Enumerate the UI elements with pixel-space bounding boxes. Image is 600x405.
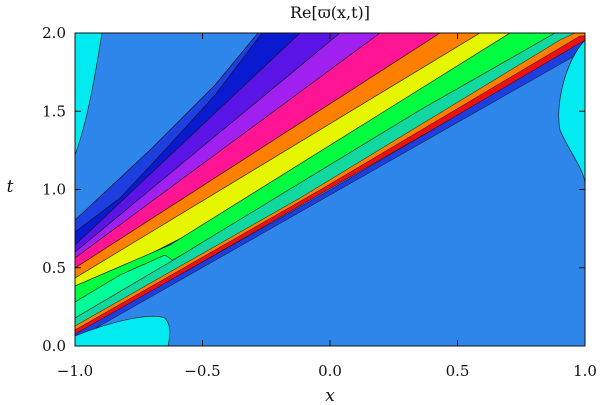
y-tick-label: 0.5 bbox=[42, 259, 66, 277]
contour-region-cyan-right bbox=[558, 39, 585, 186]
y-axis: 0.0 0.5 1.0 1.5 2.0 bbox=[42, 24, 585, 355]
x-axis-label: x bbox=[325, 386, 335, 405]
y-tick-label: 2.0 bbox=[42, 24, 66, 42]
y-tick-label: 0.0 bbox=[42, 337, 66, 355]
contour-region-band-red-thin bbox=[75, 35, 585, 336]
x-tick-label: 0.0 bbox=[318, 362, 342, 380]
contour-field bbox=[75, 33, 585, 346]
contour-region-band-blue-thin bbox=[75, 39, 585, 341]
contour-region-cyan-top-left bbox=[75, 33, 103, 156]
x-tick-label: 0.5 bbox=[446, 362, 470, 380]
x-tick-label: 1.0 bbox=[573, 362, 597, 380]
contour-region-cyan-bottom-left bbox=[75, 315, 171, 346]
x-axis: −1.0 −0.5 0.0 0.5 1.0 bbox=[57, 33, 597, 380]
x-tick-label: −1.0 bbox=[57, 362, 93, 380]
chart-title: Re[ϖ(x,t)] bbox=[290, 3, 370, 22]
y-axis-label: t bbox=[7, 177, 14, 197]
y-tick-label: 1.5 bbox=[42, 102, 66, 120]
y-tick-label: 1.0 bbox=[42, 181, 66, 199]
x-tick-label: −0.5 bbox=[184, 362, 220, 380]
